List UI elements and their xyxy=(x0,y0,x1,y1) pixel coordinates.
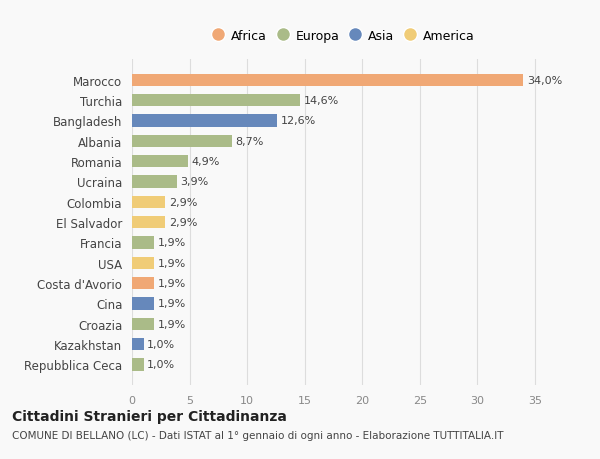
Text: COMUNE DI BELLANO (LC) - Dati ISTAT al 1° gennaio di ogni anno - Elaborazione TU: COMUNE DI BELLANO (LC) - Dati ISTAT al 1… xyxy=(12,431,503,440)
Bar xyxy=(132,298,154,310)
Text: 1,9%: 1,9% xyxy=(157,258,185,268)
Text: 12,6%: 12,6% xyxy=(281,116,316,126)
Bar xyxy=(132,156,188,168)
Bar xyxy=(132,318,154,330)
Bar xyxy=(132,196,166,208)
Text: 1,9%: 1,9% xyxy=(157,279,185,288)
Text: 14,6%: 14,6% xyxy=(304,96,339,106)
Bar xyxy=(132,135,232,147)
Text: 34,0%: 34,0% xyxy=(527,76,562,85)
Text: Cittadini Stranieri per Cittadinanza: Cittadini Stranieri per Cittadinanza xyxy=(12,409,287,423)
Legend: Africa, Europa, Asia, America: Africa, Europa, Asia, America xyxy=(209,23,481,49)
Bar xyxy=(132,257,154,269)
Bar xyxy=(132,338,143,351)
Text: 1,9%: 1,9% xyxy=(157,238,185,248)
Bar xyxy=(132,237,154,249)
Text: 2,9%: 2,9% xyxy=(169,218,197,228)
Text: 1,9%: 1,9% xyxy=(157,319,185,329)
Text: 3,9%: 3,9% xyxy=(181,177,209,187)
Bar xyxy=(132,277,154,290)
Bar xyxy=(132,74,523,87)
Text: 2,9%: 2,9% xyxy=(169,197,197,207)
Text: 1,0%: 1,0% xyxy=(147,360,175,369)
Text: 1,9%: 1,9% xyxy=(157,299,185,309)
Bar xyxy=(132,358,143,371)
Text: 8,7%: 8,7% xyxy=(236,136,264,146)
Bar xyxy=(132,95,300,107)
Text: 4,9%: 4,9% xyxy=(192,157,220,167)
Bar xyxy=(132,115,277,127)
Bar xyxy=(132,217,166,229)
Text: 1,0%: 1,0% xyxy=(147,339,175,349)
Bar xyxy=(132,176,177,188)
